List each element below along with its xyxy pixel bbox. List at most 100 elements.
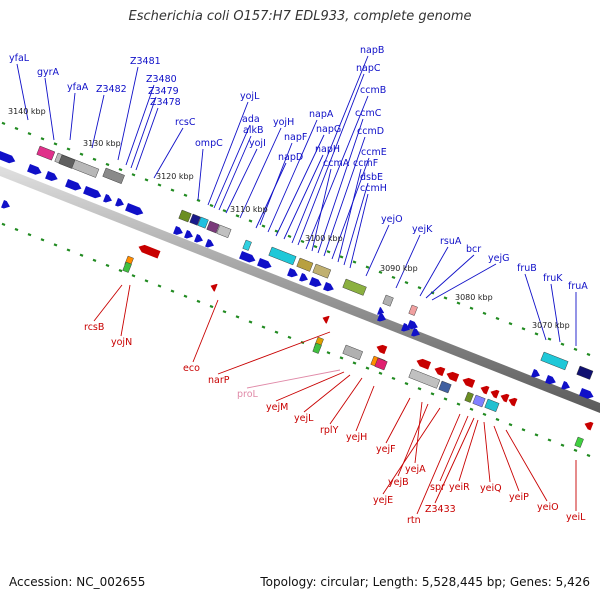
grid-dash [430, 392, 435, 396]
grid-dash [469, 306, 474, 310]
grid-dash [274, 330, 279, 334]
reverse-label-line [217, 331, 331, 375]
reverse-gene-label: yejE [373, 495, 393, 506]
feature-boxes [36, 145, 594, 448]
topology-summary: Topology: circular; Length: 5,528,445 bp… [260, 575, 590, 589]
grid-dash [157, 183, 162, 187]
reverse-label-line [192, 299, 219, 363]
grid-dash [79, 253, 84, 257]
grid-dash [287, 234, 292, 238]
grid-dash [443, 397, 448, 401]
grid-dash [521, 327, 526, 331]
forward-label-line [267, 119, 318, 233]
kbp-tick-label: 3130 kbp [83, 139, 121, 148]
grid-dash [404, 280, 409, 285]
grid-dash [573, 347, 578, 351]
forward-gene-label: napH [315, 144, 340, 155]
reverse-gene-label: yejM [266, 402, 288, 413]
forward-gene-label: ccmF [353, 158, 378, 169]
forward-label-line [291, 55, 369, 244]
grid-dash [391, 376, 396, 381]
forward-label-line [135, 107, 159, 171]
feature-block-fill [268, 246, 297, 266]
forward-gene-arrow-shape [173, 226, 183, 235]
grid-dash [391, 275, 396, 280]
grid-dash [222, 209, 227, 213]
reverse-label-line [483, 421, 491, 483]
forward-gene-label: ccmE [361, 147, 387, 158]
kbp-tick-label: 3120 kbp [156, 172, 194, 181]
reverse-label-line [93, 284, 123, 322]
forward-label-line [16, 63, 29, 121]
feature-block [464, 391, 474, 403]
forward-gene-arrow [411, 328, 420, 337]
grid-dash [261, 325, 266, 329]
kbp-tick-label: 3090 kbp [380, 264, 418, 273]
forward-gene-label: yojI [249, 138, 266, 149]
forward-label-line [349, 193, 369, 269]
grid-dash [482, 311, 487, 316]
forward-gene-arrow-shape [115, 198, 124, 207]
grid-dash [248, 320, 253, 324]
feature-block-fill [382, 294, 394, 307]
grid-dash [443, 296, 448, 300]
feature-block-fill [342, 278, 367, 296]
grid-dash [27, 132, 32, 136]
reverse-label-line [329, 377, 363, 425]
forward-gene-arrow [184, 230, 193, 239]
reverse-gene-label: spr [430, 482, 445, 493]
grid-dash [365, 265, 370, 269]
grid-dash [118, 268, 123, 273]
grid-dash [469, 407, 474, 411]
feature-block-fill [342, 344, 364, 361]
forward-gene-label: dsbE [360, 172, 383, 183]
forward-gene-label: Z3478 [150, 97, 181, 108]
reverse-gene-arrow-shape [416, 358, 432, 370]
forward-gene-label: yejG [488, 253, 509, 264]
feature-block-fill [574, 436, 584, 448]
feature-block-fill [374, 357, 388, 371]
forward-gene-arrow [83, 186, 102, 199]
reverse-gene-arrow-shape [376, 344, 388, 355]
grid-dash [1, 121, 6, 126]
grid-dash [534, 433, 539, 437]
grid-dash [170, 289, 175, 293]
feature-block-fill [102, 167, 125, 184]
forward-label-line [305, 95, 369, 250]
reverse-gene-arrow-shape [138, 244, 161, 259]
forward-gene-arrow-shape [65, 179, 82, 191]
feature-block-fill [296, 257, 314, 272]
forward-gene-arrow [545, 375, 556, 385]
grid-dash [326, 250, 331, 254]
grid-dash [430, 291, 435, 295]
grid-dash [79, 152, 84, 156]
grid-dash [521, 428, 526, 432]
forward-gene-label: napB [360, 45, 384, 56]
kbp-tick-label: 3140 kbp [8, 107, 46, 116]
forward-gene-arrow-shape [299, 273, 308, 282]
reverse-gene-label: yeiP [509, 492, 529, 503]
grid-dash [586, 352, 591, 357]
grid-dash [196, 299, 201, 304]
reverse-gene-arrow [508, 397, 518, 407]
forward-label-line [117, 66, 139, 161]
feature-block [408, 304, 418, 316]
reverse-gene-label: narP [208, 375, 230, 386]
grid-dash [313, 245, 318, 249]
forward-label-line [283, 154, 324, 240]
grid-dash [66, 248, 71, 252]
feature-block [216, 224, 232, 239]
forward-gene-label: fruB [517, 263, 537, 274]
forward-gene-arrow [45, 171, 58, 182]
genome-backbone [0, 166, 600, 413]
forward-label-line [153, 127, 184, 179]
forward-gene-arrow-shape [125, 203, 144, 216]
grid-dash [352, 361, 357, 365]
reverse-gene-arrow [210, 283, 218, 292]
forward-gene-arrow-shape [205, 239, 214, 248]
feature-block [36, 145, 56, 161]
grid-dash [300, 239, 305, 244]
forward-label-line [197, 148, 204, 201]
reverse-gene-arrow-shape [584, 421, 594, 431]
